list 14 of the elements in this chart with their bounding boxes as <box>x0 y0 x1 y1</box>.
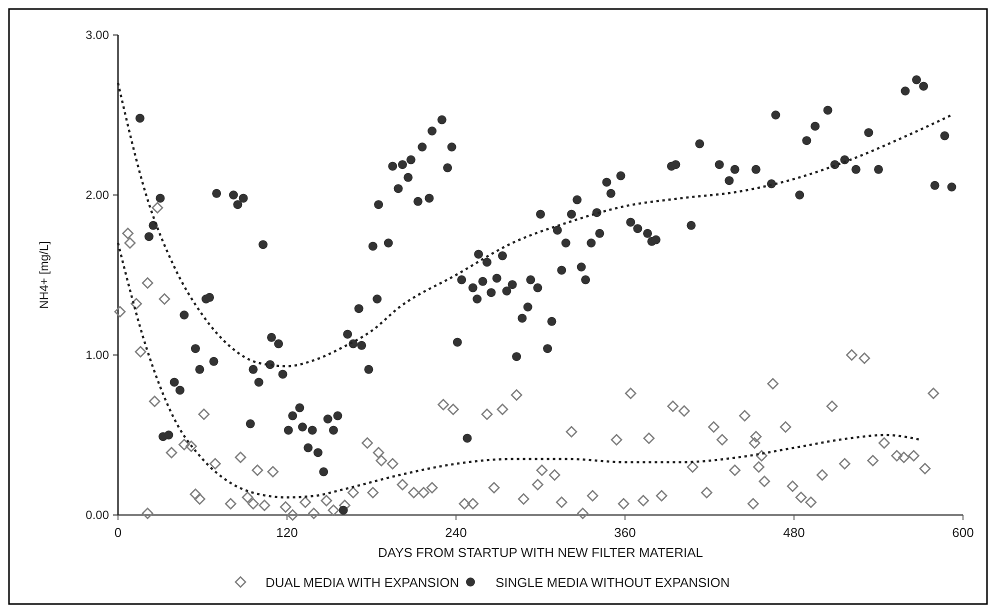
x-tick-label: 480 <box>783 525 805 540</box>
x-tick-label: 600 <box>952 525 974 540</box>
x-tick-label: 240 <box>445 525 467 540</box>
y-axis-title: NH4+ [mg/L] <box>37 241 51 309</box>
y-tick-label: 1.00 <box>86 348 110 362</box>
y-tick-label: 2.00 <box>86 188 110 202</box>
legend-label: SINGLE MEDIA WITHOUT EXPANSION <box>496 575 730 590</box>
legend-label: DUAL MEDIA WITH EXPANSION <box>266 575 460 590</box>
x-tick-label: 360 <box>614 525 636 540</box>
x-tick-label: 0 <box>114 525 122 540</box>
y-tick-label: 3.00 <box>86 28 110 42</box>
x-tick-label: 120 <box>276 525 298 540</box>
y-tick-label: 0.00 <box>86 508 110 522</box>
x-axis-title: DAYS FROM STARTUP WITH NEW FILTER MATERIAL <box>378 545 704 560</box>
